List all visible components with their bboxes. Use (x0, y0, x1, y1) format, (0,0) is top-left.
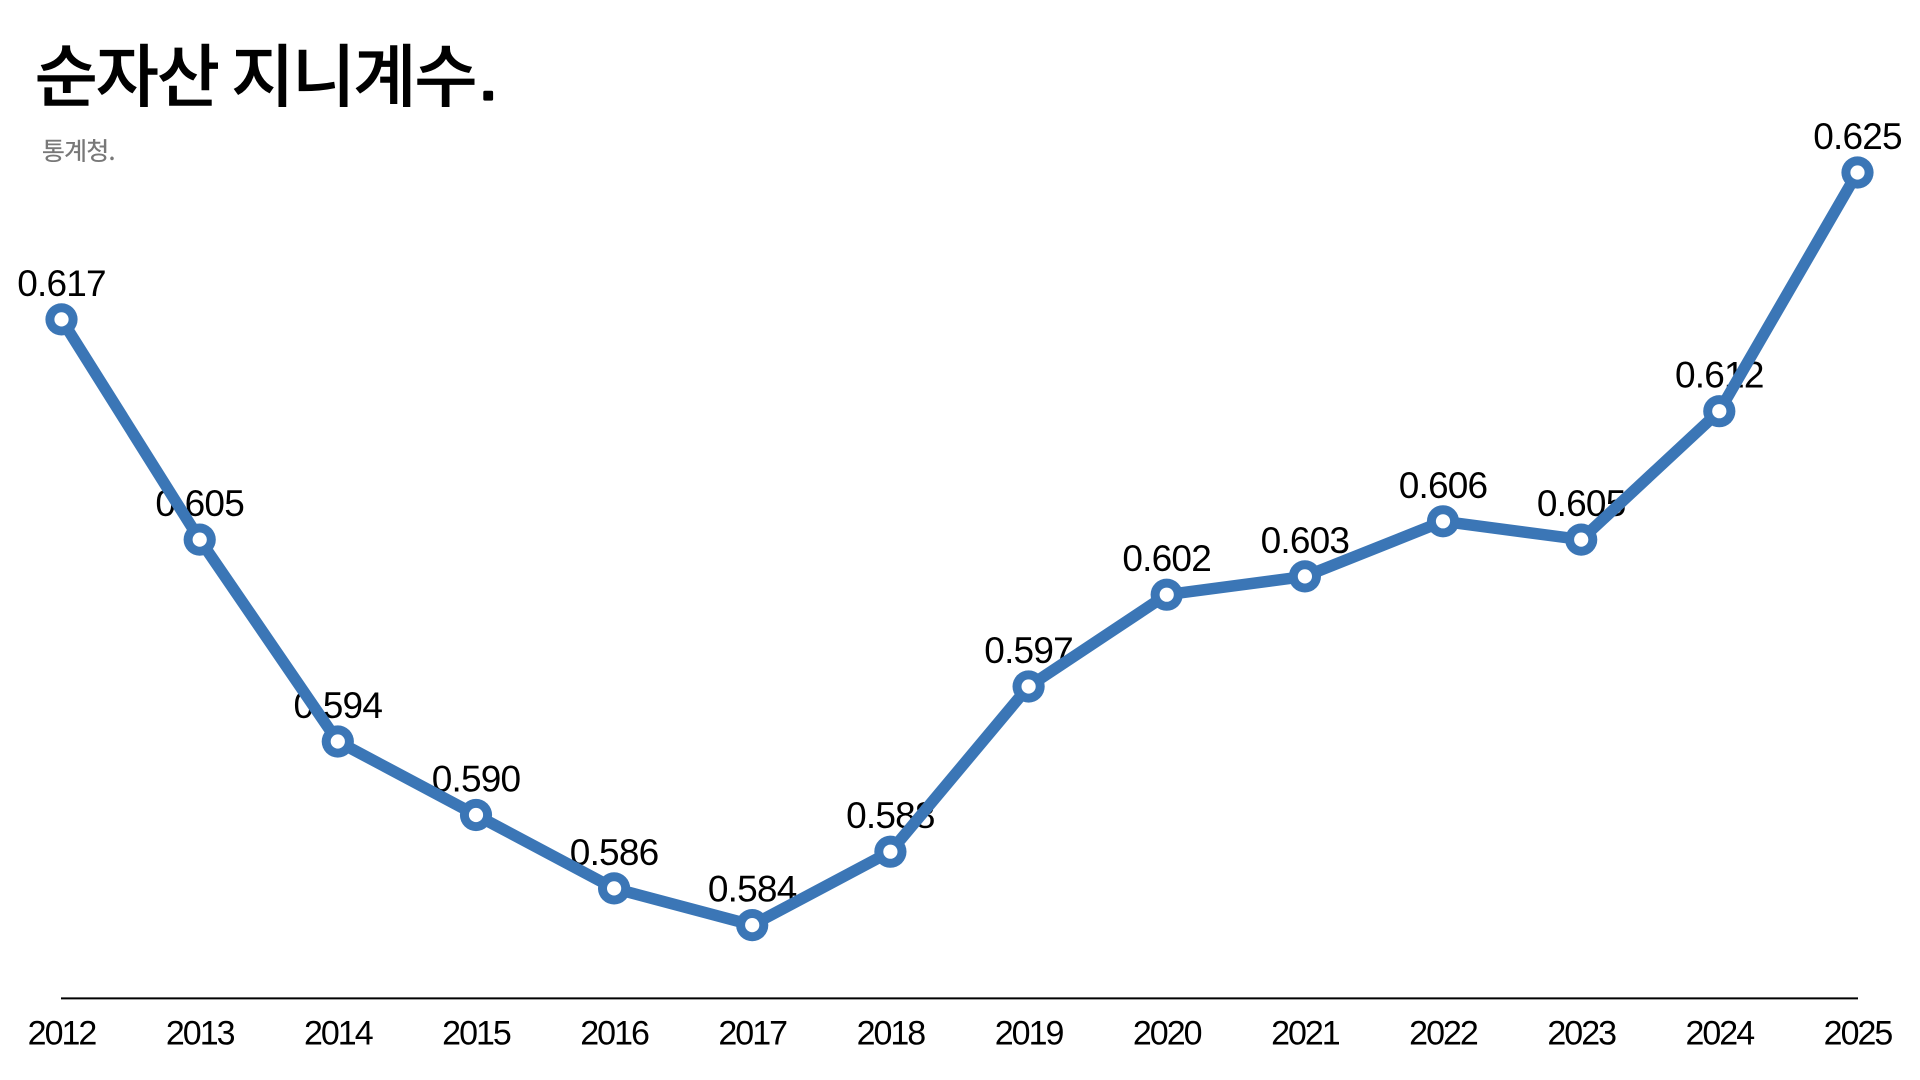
svg-text:0.586: 0.586 (570, 832, 659, 873)
svg-text:2021: 2021 (1271, 1015, 1340, 1053)
svg-text:2022: 2022 (1409, 1015, 1478, 1053)
svg-text:0.602: 0.602 (1122, 538, 1211, 579)
svg-text:0.603: 0.603 (1261, 520, 1350, 561)
svg-text:2018: 2018 (857, 1015, 926, 1053)
svg-text:0.617: 0.617 (17, 263, 106, 304)
svg-text:2012: 2012 (28, 1015, 97, 1053)
svg-text:2023: 2023 (1547, 1015, 1616, 1053)
svg-text:0.625: 0.625 (1813, 116, 1902, 157)
svg-text:2016: 2016 (580, 1015, 649, 1053)
svg-text:2017: 2017 (718, 1015, 787, 1053)
svg-text:2024: 2024 (1685, 1015, 1754, 1053)
svg-text:2015: 2015 (442, 1015, 511, 1053)
svg-text:2019: 2019 (995, 1015, 1064, 1053)
svg-text:2013: 2013 (166, 1015, 235, 1053)
svg-text:0.606: 0.606 (1399, 465, 1488, 506)
svg-text:2014: 2014 (304, 1015, 373, 1053)
svg-text:2025: 2025 (1824, 1015, 1893, 1053)
svg-text:0.590: 0.590 (432, 759, 521, 800)
svg-text:2020: 2020 (1133, 1015, 1202, 1053)
